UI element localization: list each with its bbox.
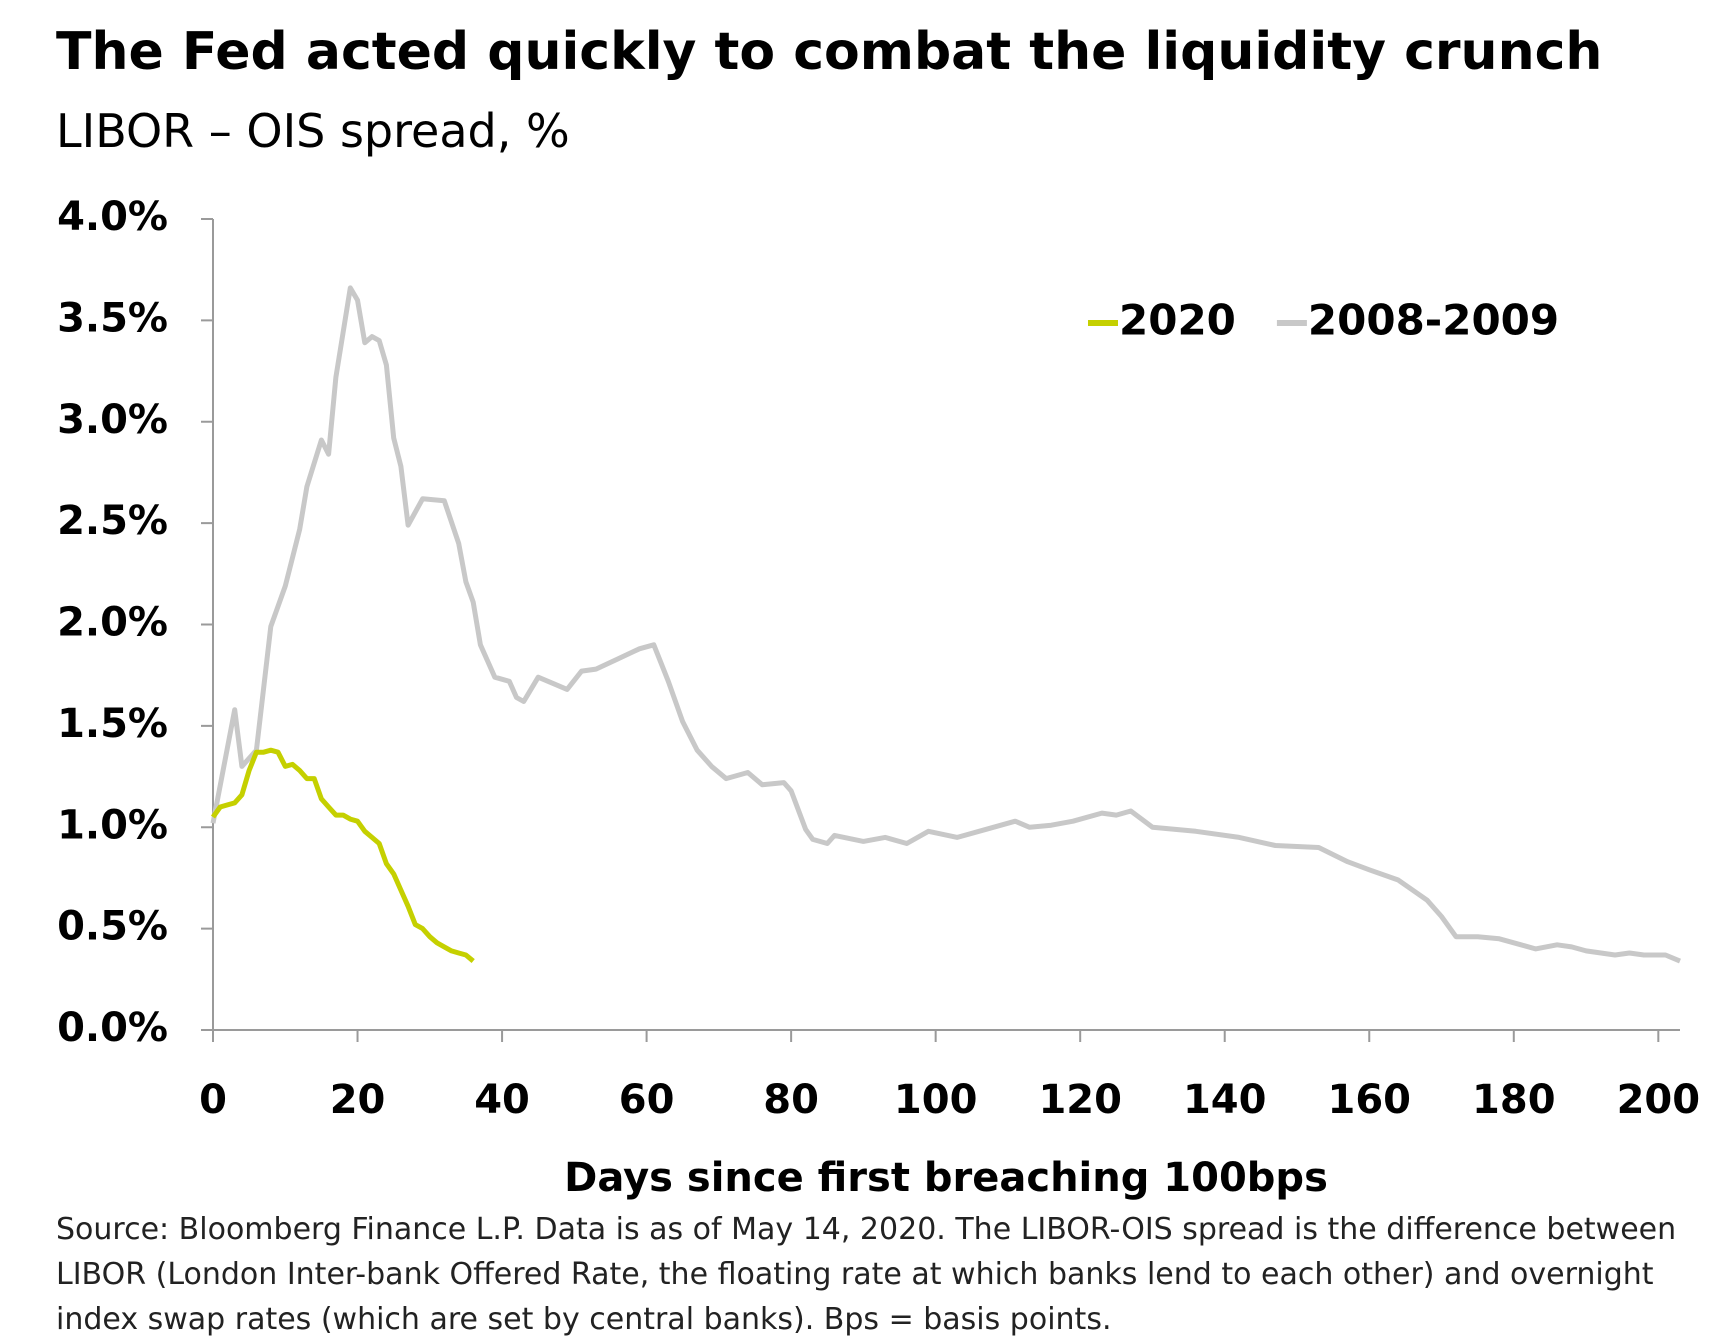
y-tick-label: 1.5% [57, 701, 168, 747]
y-tick-label: 2.0% [57, 600, 168, 646]
x-tick-label: 200 [1617, 1077, 1701, 1123]
x-tick-label: 180 [1472, 1077, 1556, 1123]
y-tick-label: 0.0% [57, 1005, 168, 1051]
x-axis-label: Days since first breaching 100bps [564, 1155, 1328, 1201]
y-tick-label: 1.0% [57, 802, 168, 848]
y-tick-label: 2.5% [57, 498, 168, 544]
x-tick-label: 160 [1328, 1077, 1412, 1123]
legend-label: 2008-2009 [1308, 296, 1559, 345]
x-tick-label: 100 [894, 1077, 978, 1123]
series-line [210, 747, 475, 964]
y-tick-label: 0.5% [57, 904, 168, 950]
legend-label: 2020 [1119, 296, 1236, 345]
chart-subtitle: LIBOR – OIS spread, % [56, 104, 570, 158]
x-tick-label: 80 [763, 1077, 819, 1123]
x-tick-label: 0 [199, 1077, 227, 1123]
x-tick-label: 60 [619, 1077, 675, 1123]
series-line [210, 285, 1681, 964]
chart-title: The Fed acted quickly to combat the liqu… [56, 22, 1603, 82]
x-tick-label: 40 [474, 1077, 530, 1123]
x-tick-label: 20 [330, 1077, 386, 1123]
source-note: Source: Bloomberg Finance L.P. Data is a… [56, 1212, 1677, 1337]
y-tick-label: 3.5% [57, 295, 168, 341]
x-tick-label: 140 [1183, 1077, 1267, 1123]
x-tick-label: 120 [1038, 1077, 1122, 1123]
y-tick-label: 3.0% [57, 397, 168, 443]
y-tick-label: 4.0% [57, 194, 168, 240]
